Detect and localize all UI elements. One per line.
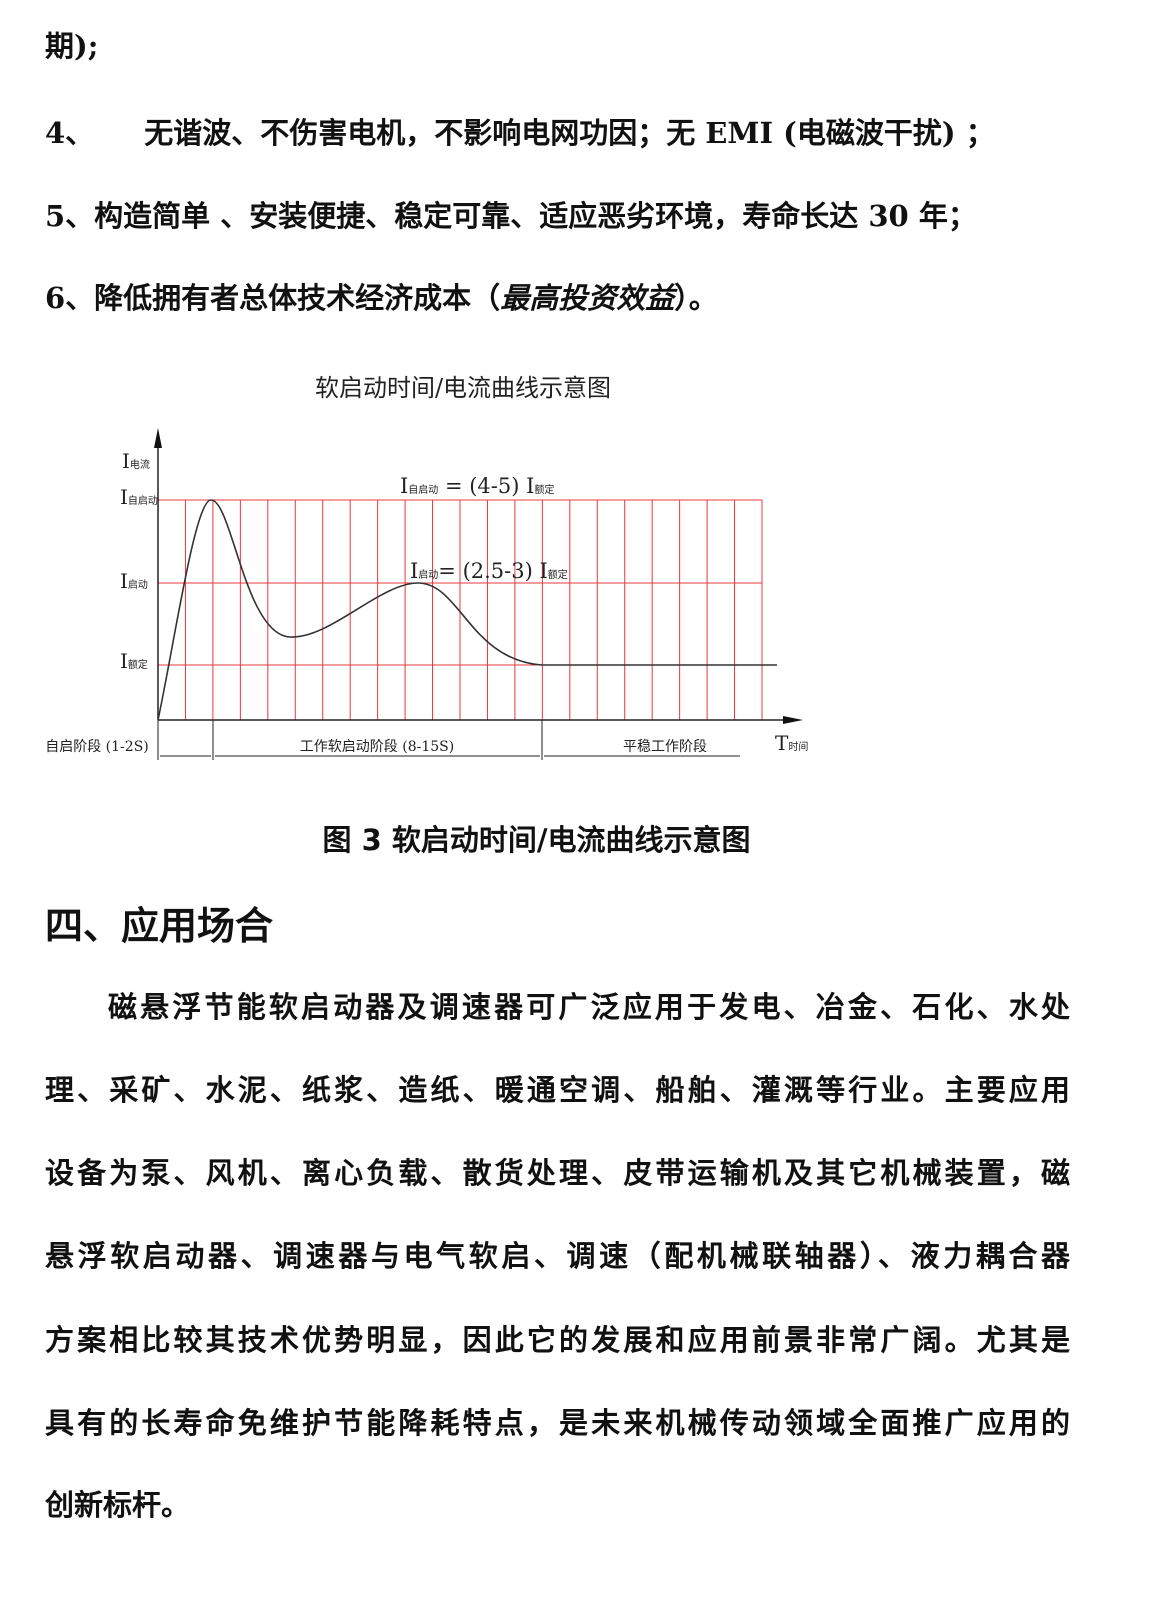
item-text: 6、降低拥有者总体技术经济成本（: [45, 281, 501, 315]
paragraph-line: 磁悬浮节能软启动器及调速器可广泛应用于发电、冶金、石化、水处: [108, 990, 1070, 1024]
paragraph-line: 具有的长寿命免维护节能降耗特点，是未来机械传动领域全面推广应用的: [45, 1406, 1070, 1440]
annotation-start: I启动= (2.5-3) I额定: [410, 559, 568, 583]
list-item-6: 6、降低拥有者总体技术经济成本（最高投资效益）。: [45, 280, 718, 316]
phase-label-3: 平稳工作阶段: [623, 739, 707, 755]
list-item-4: 4、 无谐波、不伤害电机，不影响电网功因；无 EMI (电磁波干扰) ；: [45, 115, 995, 151]
list-item-5: 5、构造简单 、安装便捷、稳定可靠、适应恶劣环境，寿命长达 30 年；: [45, 199, 977, 233]
soft-start-diagram: 软启动时间/电流曲线示意图 自启阶段 (1-2S) 工作软启动阶段 (8-15S…: [45, 374, 808, 760]
item-text: 无谐波、不伤害电机，不影响电网功因；无 EMI (电磁波干扰) ；: [144, 116, 995, 150]
paragraph-line: 理、采矿、水泥、纸浆、造纸、暖通空调、船舶、灌溉等行业。主要应用: [45, 1073, 1070, 1107]
current-curve: [157, 499, 777, 721]
figure-title: 软启动时间/电流曲线示意图: [315, 374, 611, 402]
level-label-self-start: I自启动: [120, 485, 158, 509]
level-label-start: I启动: [120, 569, 148, 593]
paragraph-line: 方案相比较其技术优势明显，因此它的发展和应用前景非常广阔。尤其是: [45, 1323, 1070, 1357]
paragraph-line: 悬浮软启动器、调速器与电气软启、调速（配机械联轴器）、液力耦合器: [45, 1239, 1070, 1273]
annotation-self-start: I自启动 = (4-5) I额定: [400, 474, 554, 498]
grid: [158, 499, 763, 720]
figure-caption: 图 3 软启动时间/电流曲线示意图: [322, 823, 751, 857]
section-heading: 四、应用场合: [45, 904, 274, 948]
y-axis-arrow-icon: [154, 428, 162, 448]
paragraph-line: 创新标杆。: [45, 1488, 191, 1522]
y-axis-label: I电流: [122, 449, 150, 473]
item-text-end: ）。: [674, 281, 718, 315]
phase-label-1: 自启阶段 (1-2S): [45, 739, 149, 755]
phase-label-2: 工作软启动阶段 (8-15S): [300, 739, 454, 755]
level-label-rated: I额定: [120, 649, 148, 673]
paragraph-line: 设备为泵、风机、离心负载、散货处理、皮带运输机及其它机械装置，磁: [45, 1156, 1070, 1190]
emphasis-text: 最高投资效益: [500, 281, 675, 315]
item-number: 4、: [45, 116, 95, 150]
list-line-0: 期);: [45, 29, 99, 63]
x-axis-arrow-icon: [783, 716, 803, 724]
x-axis-label: T时间: [775, 731, 808, 755]
